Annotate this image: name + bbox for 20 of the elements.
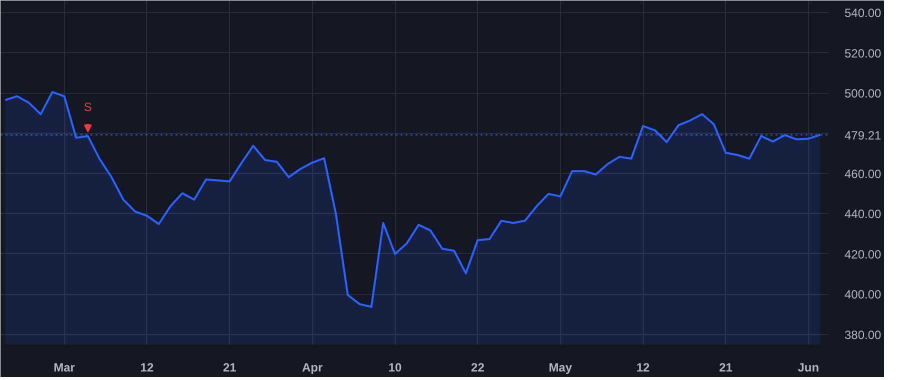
x-tick-label: 12 [140,360,154,374]
x-tick-label: Mar [54,360,76,374]
x-tick-label: Jun [798,360,820,374]
x-tick-label: 12 [636,360,650,374]
y-tick-label: 540.00 [844,6,882,20]
y-tick-label: 380.00 [844,328,882,342]
x-tick-label: 21 [222,360,237,374]
x-tick-label: 22 [471,360,485,374]
x-tick-label: 21 [719,360,733,374]
y-tick-label: 440.00 [844,207,882,222]
x-tick-label: May [548,360,572,374]
x-tick-label: 10 [388,360,402,374]
x-tick-label: Apr [302,360,323,374]
ref-line-label: 479.21 [844,128,882,142]
y-tick-label: 520.00 [844,46,882,60]
y-tick-label: 420.00 [844,247,882,262]
y-tick-label: 400.00 [844,288,882,302]
annotation: S [84,100,92,114]
y-tick-label: 460.00 [844,167,882,182]
y-tick-label: 500.00 [844,86,882,101]
